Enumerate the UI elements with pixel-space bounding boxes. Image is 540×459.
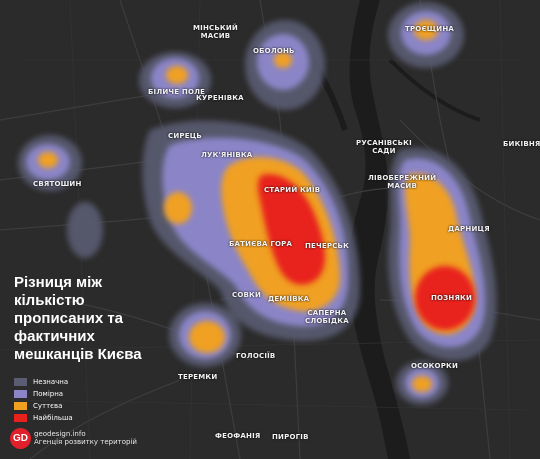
- zone-largest: [257, 174, 475, 330]
- label-pechersk: ПЕЧЕРСЬК: [305, 242, 350, 250]
- label-teremky: ТЕРЕМКИ: [178, 373, 218, 381]
- credit-text: geodesign.info Агенція розвитку територі…: [34, 430, 137, 446]
- legend-label: Найбільша: [33, 413, 73, 422]
- label-obolon: ОБОЛОНЬ: [253, 47, 295, 55]
- geodesign-logo[interactable]: GD: [10, 428, 31, 449]
- label-rusanivski-sady: РУСАНІВСЬКІ САДИ: [356, 139, 412, 155]
- legend-swatch: [14, 389, 27, 398]
- label-sovky: СОВКИ: [232, 291, 262, 299]
- label-pozniaky: ПОЗНЯКИ: [431, 294, 473, 302]
- label-troieshchyna: ТРОЄЩИНА: [405, 25, 455, 33]
- label-syrets: СИРЕЦЬ: [168, 132, 202, 140]
- label-pyrohiv: ПИРОГІВ: [272, 433, 309, 441]
- label-sviatoshyn: СВЯТОШИН: [33, 180, 82, 188]
- legend-label: Суттєва: [33, 401, 63, 410]
- legend-item-neutral: Незначна: [14, 376, 73, 387]
- legend-swatch: [14, 413, 27, 422]
- label-minskyi-masyv: МІНСЬКИЙ МАСИВ: [193, 24, 238, 40]
- legend-item-moderate: Помірна: [14, 388, 73, 399]
- dnipro-river: [348, 0, 410, 459]
- map-title: Різниця між кількістю прописаних та факт…: [14, 274, 142, 363]
- label-bilychi-pole: БІЛИЧЕ ПОЛЕ: [148, 88, 206, 96]
- legend-item-largest: Найбільша: [14, 412, 73, 423]
- legend-swatch: [14, 377, 27, 386]
- label-demiivka: ДЕМІЇВКА: [268, 295, 310, 303]
- label-bykivnia: БИКІВНЯ: [503, 140, 540, 148]
- legend-label: Незначна: [33, 377, 69, 386]
- label-feofaniia: ФЕОФАНІЯ: [215, 432, 261, 440]
- label-holosiiv: ГОЛОСІЇВ: [236, 352, 276, 360]
- credit-site[interactable]: geodesign.info: [34, 430, 86, 438]
- credit-org: Агенція розвитку територій: [34, 438, 137, 446]
- label-darnytsia: ДАРНИЦЯ: [448, 225, 490, 233]
- label-saperna-slobidka: САПЕРНА СЛОБІДКА: [305, 309, 349, 325]
- legend-label: Помірна: [33, 389, 64, 398]
- label-livoberezhnyi-masyv: ЛІВОБЕРЕЖНИЙ МАСИВ: [368, 174, 437, 190]
- label-batyieva-hora: БАТИЄВА ГОРА: [229, 240, 293, 248]
- label-kurenivka: КУРЕНІВКА: [196, 94, 244, 102]
- label-lukianivka: ЛУК'ЯНІВКА: [201, 151, 253, 159]
- label-osokorky: ОСОКОРКИ: [411, 362, 459, 370]
- legend-swatch: [14, 401, 27, 410]
- legend: Незначна Помірна Суттєва Найбільша: [14, 376, 73, 424]
- legend-item-significant: Суттєва: [14, 400, 73, 411]
- label-staryi-kyiv: СТАРИЙ КИЇВ: [264, 186, 321, 194]
